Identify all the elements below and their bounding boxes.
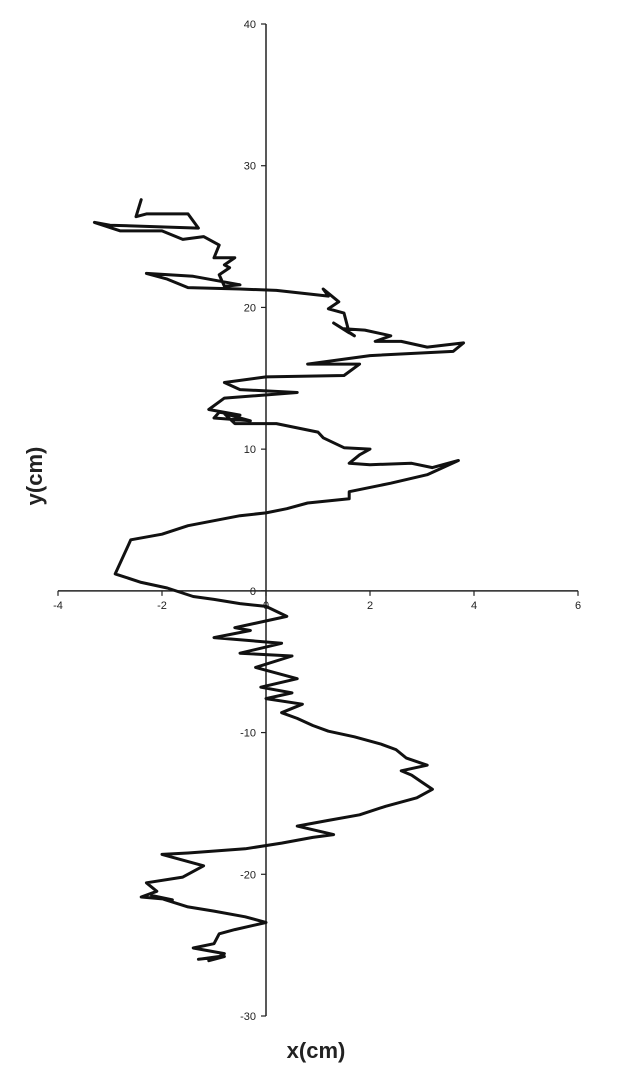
x-tick-label: -4 bbox=[53, 600, 63, 612]
trajectory-line bbox=[92, 198, 466, 963]
y-tick-label: 30 bbox=[244, 161, 256, 173]
axes bbox=[58, 24, 578, 1016]
x-ticks: -4 -2 0 2 4 6 bbox=[53, 590, 581, 612]
y-tick-label: -20 bbox=[240, 869, 256, 881]
y-tick-label: 20 bbox=[244, 302, 256, 314]
y-axis-title: y(cm) bbox=[22, 447, 47, 506]
y-tick-label: -10 bbox=[240, 728, 256, 740]
x-tick-label: 4 bbox=[471, 600, 477, 612]
x-axis-title: x(cm) bbox=[287, 1038, 346, 1063]
y-tick-label: -30 bbox=[240, 1011, 256, 1023]
y-ticks: -30 -20 -10 0 10 20 30 40 bbox=[240, 19, 266, 1023]
y-tick-label: 40 bbox=[244, 19, 256, 31]
x-tick-label: 2 bbox=[367, 600, 373, 612]
y-tick-label: 0 bbox=[250, 586, 256, 598]
x-tick-label: 6 bbox=[575, 600, 581, 612]
x-tick-label: -2 bbox=[157, 600, 167, 612]
y-tick-label: 10 bbox=[244, 444, 256, 456]
